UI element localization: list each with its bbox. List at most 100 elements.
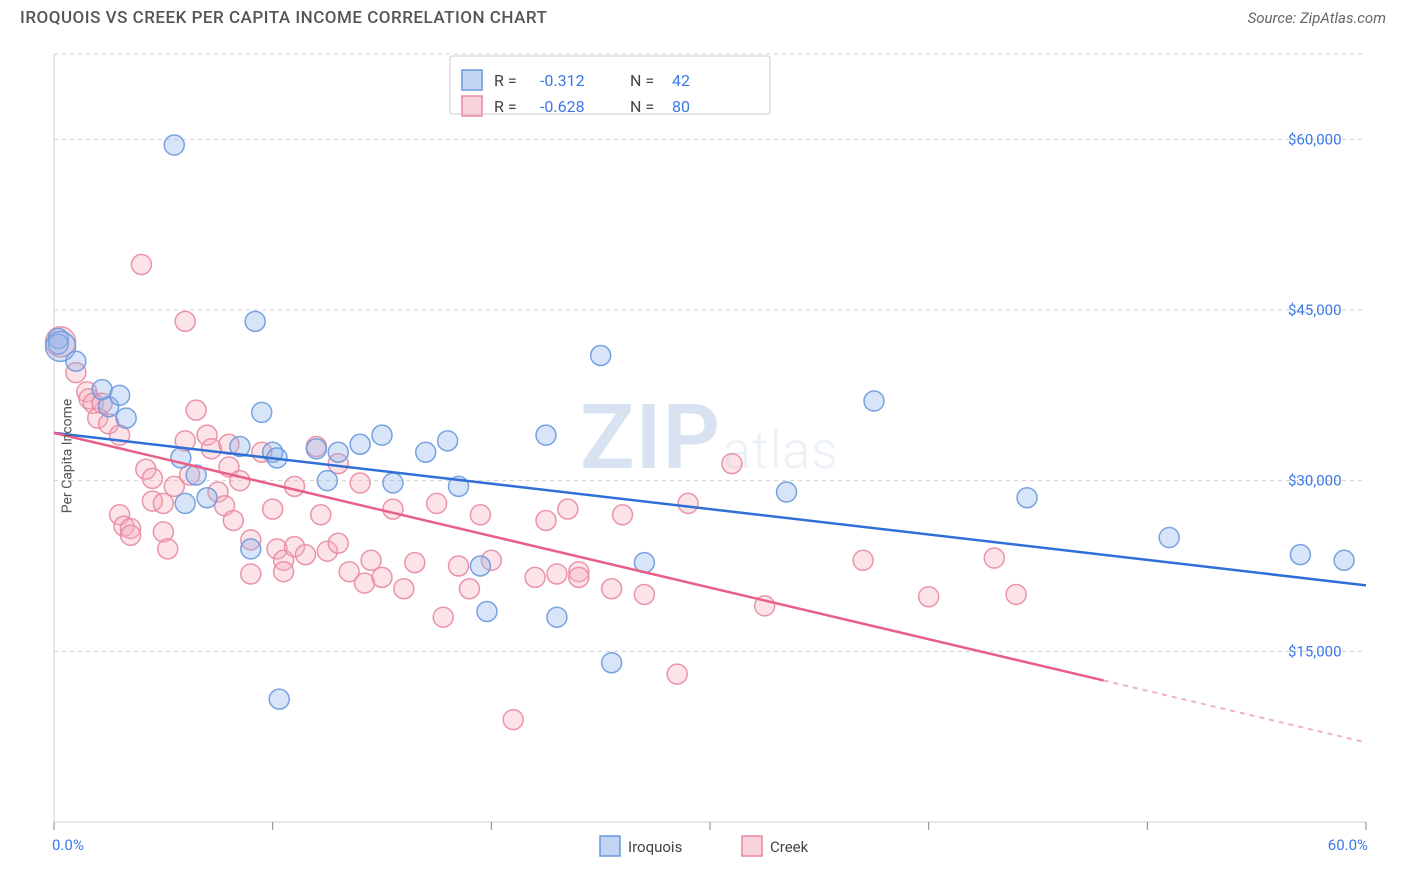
scatter-point — [602, 579, 622, 599]
scatter-point — [459, 579, 479, 599]
scatter-point — [569, 567, 589, 587]
scatter-point — [197, 488, 217, 508]
series-legend-label: Iroquois — [628, 838, 682, 856]
chart-source: Source: ZipAtlas.com — [1248, 9, 1386, 27]
svg-text:60.0%: 60.0% — [1328, 836, 1368, 854]
scatter-point — [252, 402, 272, 422]
scatter-point — [1006, 584, 1026, 604]
scatter-point — [153, 493, 173, 513]
series-legend-swatch — [742, 836, 762, 856]
scatter-point — [241, 564, 261, 584]
series-legend-label: Creek — [770, 838, 809, 856]
scatter-point — [306, 439, 326, 459]
scatter-point — [678, 493, 698, 513]
scatter-point — [383, 473, 403, 493]
scatter-point — [1334, 550, 1354, 570]
scatter-point — [274, 562, 294, 582]
scatter-point — [372, 567, 392, 587]
scatter-point — [131, 254, 151, 274]
scatter-point — [984, 548, 1004, 568]
scatter-point — [186, 400, 206, 420]
svg-text:$45,000: $45,000 — [1288, 301, 1342, 319]
scatter-point — [175, 493, 195, 513]
scatter-point — [285, 476, 305, 496]
scatter-point — [558, 499, 578, 519]
svg-text:$30,000: $30,000 — [1288, 472, 1342, 490]
scatter-point — [525, 567, 545, 587]
y-axis-label: Per Capita Income — [59, 399, 75, 514]
scatter-point — [66, 351, 86, 371]
scatter-point — [201, 439, 221, 459]
trend-line — [54, 433, 1104, 681]
scatter-point — [591, 346, 611, 366]
svg-text:$15,000: $15,000 — [1288, 642, 1342, 660]
series-legend-swatch — [600, 836, 620, 856]
legend-r-label: R = — [494, 97, 517, 116]
scatter-point — [405, 553, 425, 573]
scatter-point — [241, 539, 261, 559]
scatter-point — [317, 471, 337, 491]
scatter-point — [427, 493, 447, 513]
scatter-point — [116, 408, 136, 428]
legend-swatch — [462, 96, 482, 116]
scatter-point — [350, 434, 370, 454]
scatter-point — [777, 482, 797, 502]
scatter-point — [269, 689, 289, 709]
scatter-point — [328, 442, 348, 462]
scatter-point — [634, 584, 654, 604]
scatter-point — [230, 471, 250, 491]
scatter-point — [602, 653, 622, 673]
scatter-point — [449, 556, 469, 576]
scatter-point — [245, 311, 265, 331]
scatter-point — [175, 311, 195, 331]
scatter-point — [919, 587, 939, 607]
scatter-point — [1290, 545, 1310, 565]
legend-swatch — [462, 70, 482, 90]
svg-text:$60,000: $60,000 — [1288, 130, 1342, 148]
scatter-point — [121, 525, 141, 545]
scatter-point — [722, 454, 742, 474]
scatter-point — [311, 505, 331, 525]
legend-n-label: N = — [630, 97, 654, 116]
chart-header: IROQUOIS VS CREEK PER CAPITA INCOME CORR… — [0, 0, 1406, 34]
legend-r-value: -0.312 — [540, 71, 585, 90]
legend-n-value: 42 — [672, 71, 690, 90]
scatter-point — [416, 442, 436, 462]
scatter-point — [477, 602, 497, 622]
scatter-point — [372, 425, 392, 445]
scatter-point — [536, 425, 556, 445]
legend-n-label: N = — [630, 71, 654, 90]
scatter-point — [263, 499, 283, 519]
scatter-point — [361, 550, 381, 570]
legend-r-label: R = — [494, 71, 517, 90]
chart-title: IROQUOIS VS CREEK PER CAPITA INCOME CORR… — [20, 8, 547, 28]
scatter-point — [864, 391, 884, 411]
scatter-point — [470, 505, 490, 525]
scatter-point — [295, 545, 315, 565]
trend-line-extrapolated — [1104, 680, 1366, 742]
scatter-point — [547, 607, 567, 627]
scatter-point — [667, 664, 687, 684]
scatter-point — [110, 385, 130, 405]
scatter-point — [433, 607, 453, 627]
chart-area: Per Capita Income $15,000$30,000$45,000$… — [20, 40, 1386, 872]
legend-n-value: 80 — [672, 97, 690, 116]
scatter-point — [350, 473, 370, 493]
scatter-point — [613, 505, 633, 525]
legend-r-value: -0.628 — [540, 97, 585, 116]
scatter-point — [158, 539, 178, 559]
scatter-point — [1159, 528, 1179, 548]
scatter-point — [1017, 488, 1037, 508]
scatter-point — [853, 550, 873, 570]
scatter-point — [503, 710, 523, 730]
scatter-point — [328, 533, 348, 553]
scatter-point — [536, 510, 556, 530]
scatter-chart: $15,000 $30,000 $45,000 $60,000 0.0% 60.0% ZIP… — [20, 40, 1386, 872]
scatter-point — [438, 431, 458, 451]
scatter-point — [470, 556, 490, 576]
scatter-point — [164, 135, 184, 155]
svg-text:ZIPatlas: ZIPatlas — [580, 385, 839, 490]
scatter-point — [547, 564, 567, 584]
svg-text:0.0%: 0.0% — [52, 836, 84, 854]
scatter-point — [142, 468, 162, 488]
